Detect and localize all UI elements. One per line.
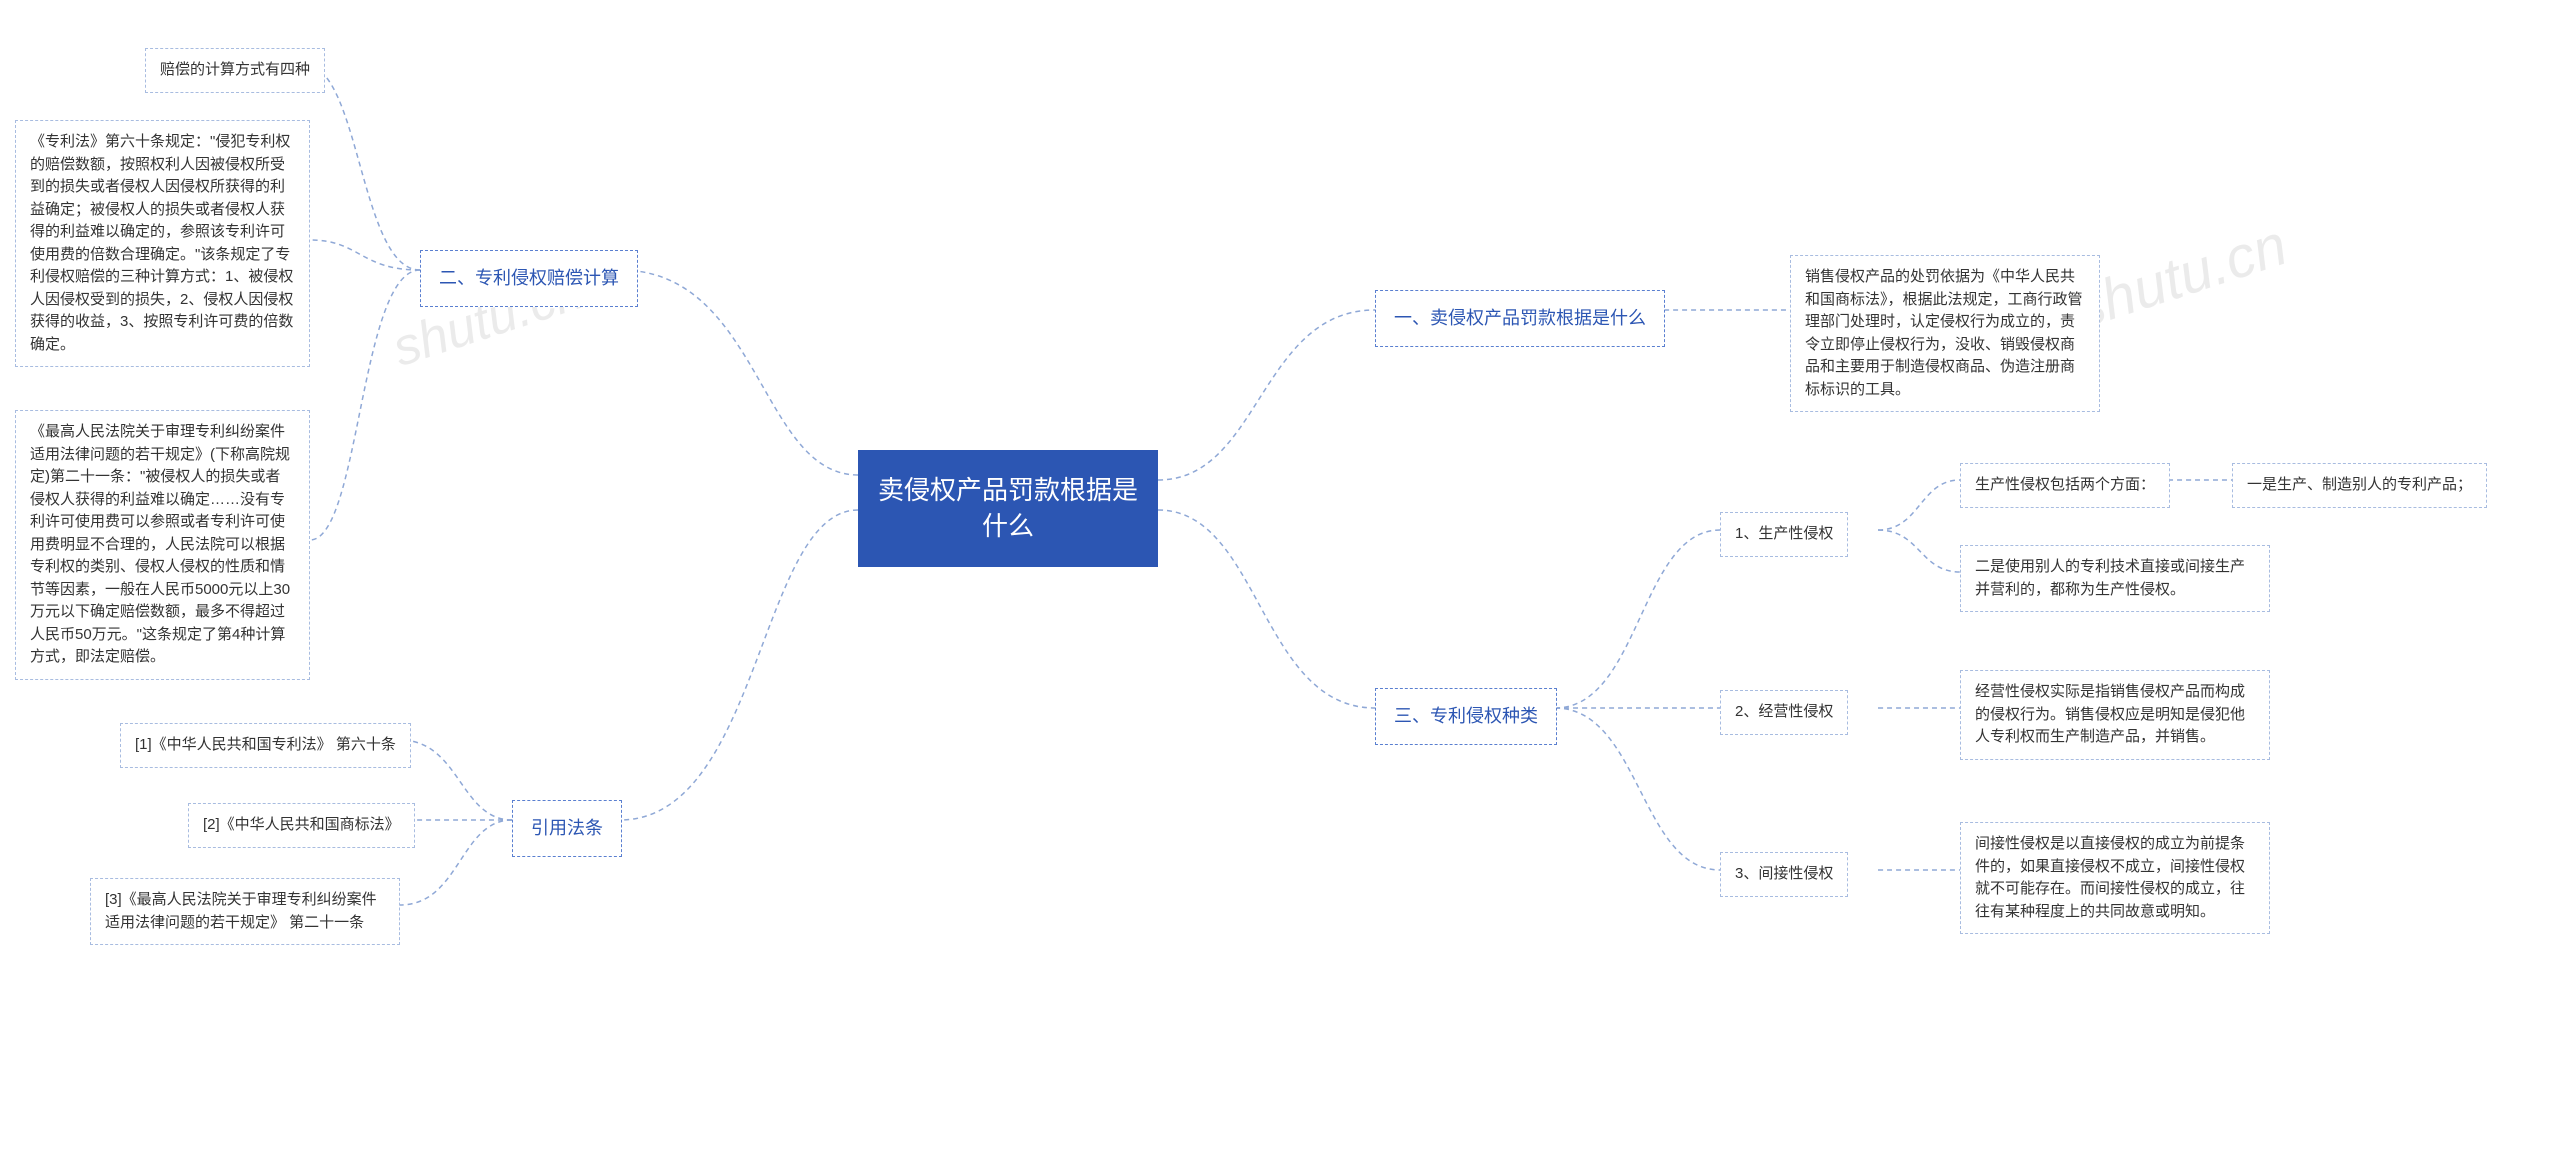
branch-2-leaf2: 《专利法》第六十条规定："侵犯专利权的赔偿数额，按照权利人因被侵权所受到的损失或…	[15, 120, 310, 367]
branch-ref-leaf2: [2]《中华人民共和国商标法》	[188, 803, 415, 848]
branch-ref-leaf3: [3]《最高人民法院关于审理专利纠纷案件适用法律问题的若干规定》 第二十一条	[90, 878, 400, 945]
branch-ref-leaf1: [1]《中华人民共和国专利法》 第六十条	[120, 723, 411, 768]
center-node: 卖侵权产品罚款根据是什么	[858, 450, 1158, 567]
branch-3-sub3-leaf: 间接性侵权是以直接侵权的成立为前提条件的，如果直接侵权不成立，间接性侵权就不可能…	[1960, 822, 2270, 934]
branch-3-sub1-leaf1a: 一是生产、制造别人的专利产品；	[2232, 463, 2487, 508]
branch-2-leaf3: 《最高人民法院关于审理专利纠纷案件适用法律问题的若干规定》(下称高院规定)第二十…	[15, 410, 310, 680]
branch-3-label: 三、专利侵权种类	[1375, 688, 1557, 745]
branch-ref-label: 引用法条	[512, 800, 622, 857]
branch-3-sub1-leaf2: 二是使用别人的专利技术直接或间接生产并营利的，都称为生产性侵权。	[1960, 545, 2270, 612]
branch-1-label: 一、卖侵权产品罚款根据是什么	[1375, 290, 1665, 347]
branch-2-label: 二、专利侵权赔偿计算	[420, 250, 638, 307]
branch-3-sub1: 1、生产性侵权	[1720, 512, 1848, 557]
branch-3-sub2: 2、经营性侵权	[1720, 690, 1848, 735]
branch-3-sub1-leaf1: 生产性侵权包括两个方面：	[1960, 463, 2170, 508]
branch-3-sub2-leaf: 经营性侵权实际是指销售侵权产品而构成的侵权行为。销售侵权应是明知是侵犯他人专利权…	[1960, 670, 2270, 760]
branch-3-sub3: 3、间接性侵权	[1720, 852, 1848, 897]
branch-1-leaf: 销售侵权产品的处罚依据为《中华人民共和国商标法》，根据此法规定，工商行政管理部门…	[1790, 255, 2100, 412]
branch-2-leaf1: 赔偿的计算方式有四种	[145, 48, 325, 93]
